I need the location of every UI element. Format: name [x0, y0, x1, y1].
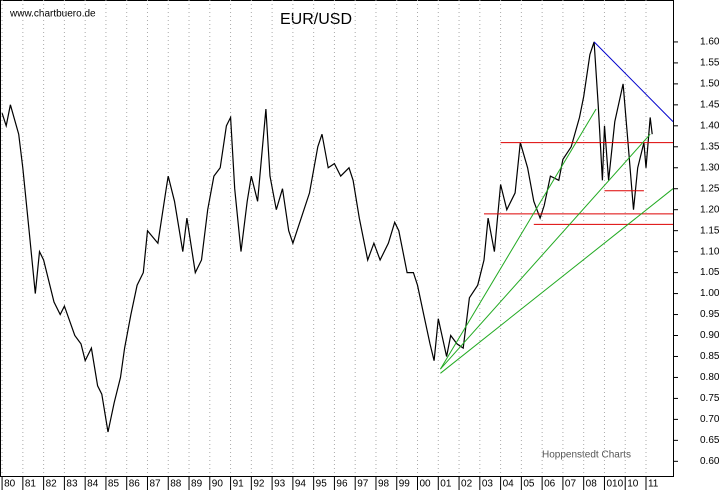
y-tick-label: 1.10: [700, 246, 720, 257]
y-tick-label: 1.20: [700, 204, 720, 215]
x-tick-label: 06: [544, 479, 556, 490]
y-tick-label: 1.55: [700, 58, 720, 69]
x-tick-label: 01: [440, 479, 452, 490]
x-tick-label: 82: [46, 479, 58, 490]
y-tick-label: 0.70: [700, 414, 720, 425]
y-tick-label: 0.65: [700, 435, 720, 446]
y-tick-label: 1.30: [700, 162, 720, 173]
source: www.chartbuero.de: [9, 9, 96, 20]
x-tick-label: 94: [295, 479, 307, 490]
y-tick-label: 0.75: [700, 393, 720, 404]
trend-line: [440, 133, 651, 370]
y-tick-label: 1.05: [700, 267, 720, 278]
x-tick-label: 08: [586, 479, 598, 490]
credit: Hoppenstedt Charts: [542, 450, 631, 461]
x-tick-label: 84: [87, 479, 99, 490]
x-tick-label: 11: [648, 479, 659, 490]
x-tick-label: 02: [461, 479, 473, 490]
x-tick-label: 88: [170, 479, 182, 490]
x-tick-label: 10: [627, 479, 639, 490]
x-tick-label: 97: [357, 479, 369, 490]
y-tick-label: 1.15: [700, 225, 720, 236]
x-tick-label: 89: [191, 479, 203, 490]
x-tick-label: 80: [4, 479, 16, 490]
trend-line: [593, 41, 674, 122]
x-tick-label: 04: [503, 479, 515, 490]
x-tick-label: 93: [274, 479, 286, 490]
y-tick-label: 1.60: [700, 37, 720, 48]
y-tick-label: 0.85: [700, 351, 720, 362]
y-tick-label: 0.90: [700, 330, 720, 341]
x-tick-label: 96: [336, 479, 348, 490]
x-tick-label: 07: [565, 479, 577, 490]
y-tick-label: 1.45: [700, 99, 720, 110]
x-tick-label: 92: [253, 479, 265, 490]
chart-title: EUR/USD: [280, 11, 352, 28]
y-tick-label: 1.00: [700, 288, 720, 299]
trend-line: [439, 108, 597, 370]
y-tick-label: 1.50: [700, 79, 720, 90]
x-tick-label: 010: [606, 479, 623, 490]
x-tick-label: 03: [482, 479, 494, 490]
plot-area: [0, 0, 674, 477]
x-tick-label: 86: [129, 479, 141, 490]
y-tick-label: 1.25: [700, 183, 720, 194]
y-tick-label: 1.35: [700, 141, 720, 152]
x-tick-label: 81: [25, 479, 37, 490]
y-tick-label: 1.40: [700, 120, 720, 131]
x-tick-label: 98: [378, 479, 390, 490]
y-tick-label: 0.95: [700, 309, 720, 320]
x-tick-label: 99: [399, 479, 411, 490]
trend-line: [440, 188, 674, 374]
x-tick-label: 95: [316, 479, 328, 490]
y-tick-label: 0.80: [700, 372, 720, 383]
x-tick-label: 85: [108, 479, 120, 490]
x-tick-label: 90: [212, 479, 224, 490]
x-tick-label: 87: [149, 479, 161, 490]
y-tick-label: 0.60: [700, 456, 720, 467]
x-tick-label: 91: [233, 479, 245, 490]
x-tick-label: 83: [66, 479, 78, 490]
x-tick-label: 05: [523, 479, 535, 490]
x-tick-label: 00: [420, 479, 432, 490]
